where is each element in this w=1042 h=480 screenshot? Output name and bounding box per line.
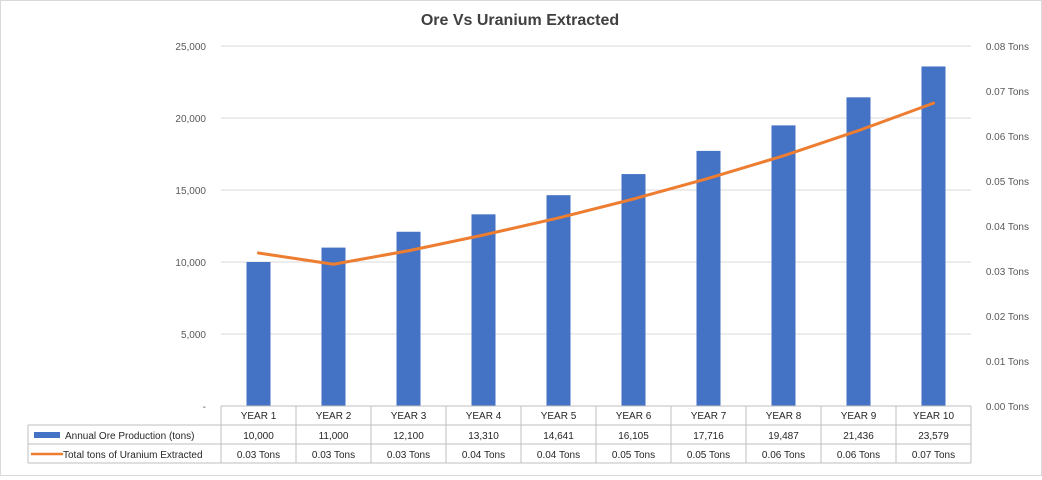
left-axis-tick-label: 20,000 xyxy=(175,114,206,125)
data-label: 0.04 Tons xyxy=(537,450,580,461)
data-label: 14,641 xyxy=(543,431,574,442)
left-axis-tick-label: 25,000 xyxy=(175,42,206,53)
right-axis-tick-label: 0.05 Tons xyxy=(986,177,1029,188)
bar xyxy=(321,247,346,406)
right-axis-tick-label: 0.07 Tons xyxy=(986,87,1029,98)
data-label: 0.03 Tons xyxy=(387,450,430,461)
line-point xyxy=(632,197,635,201)
bar xyxy=(246,262,271,406)
category-label: YEAR 6 xyxy=(616,411,652,422)
data-label: 19,487 xyxy=(768,431,799,442)
right-axis-tick-label: 0.06 Tons xyxy=(986,132,1029,143)
left-axis-tick-label: 15,000 xyxy=(175,186,206,197)
line-point xyxy=(782,154,785,158)
data-label: 0.05 Tons xyxy=(687,450,730,461)
data-label: 0.04 Tons xyxy=(462,450,505,461)
category-label: YEAR 4 xyxy=(466,411,502,422)
line-point xyxy=(932,101,935,105)
bar xyxy=(471,214,496,406)
data-label: 0.03 Tons xyxy=(312,450,355,461)
data-label: 21,436 xyxy=(843,431,874,442)
left-axis-tick-label: 10,000 xyxy=(175,258,206,269)
data-label: 10,000 xyxy=(243,431,274,442)
line-point xyxy=(332,262,335,266)
line-point xyxy=(857,129,860,133)
data-label: 0.06 Tons xyxy=(837,450,880,461)
legend-label: Total tons of Uranium Extracted xyxy=(63,450,203,461)
category-label: YEAR 1 xyxy=(241,411,277,422)
data-table: YEAR 1 YEAR 2 YEAR 3 YEAR 4 YEAR 5 YEAR 6 YEAR… xyxy=(27,405,972,464)
category-label: YEAR 9 xyxy=(841,411,877,422)
bar xyxy=(546,195,571,406)
right-axis-tick-label: 0.04 Tons xyxy=(986,222,1029,233)
legend-key-bar xyxy=(34,432,60,438)
line-point xyxy=(707,176,710,180)
right-axis-tick-label: 0.08 Tons xyxy=(986,42,1029,53)
left-axis-tick-label: 5,000 xyxy=(181,330,206,341)
bar xyxy=(621,174,646,406)
data-label: 0.06 Tons xyxy=(762,450,805,461)
category-label: YEAR 10 xyxy=(913,411,955,422)
legend-label: Annual Ore Production (tons) xyxy=(65,431,195,442)
line-path xyxy=(257,101,935,266)
data-label: 13,310 xyxy=(468,431,499,442)
category-label: YEAR 7 xyxy=(691,411,727,422)
bar xyxy=(771,125,796,406)
bar xyxy=(921,66,946,406)
line-series xyxy=(257,101,935,266)
right-axis-tick-label: 0.03 Tons xyxy=(986,267,1029,278)
category-label: YEAR 3 xyxy=(391,411,427,422)
bar xyxy=(696,150,721,406)
right-axis-ticks: 0.00 Tons 0.01 Tons 0.02 Tons 0.03 Tons 0.04… xyxy=(986,42,1029,413)
category-label: YEAR 5 xyxy=(541,411,577,422)
data-label: 0.07 Tons xyxy=(912,450,955,461)
category-label: YEAR 8 xyxy=(766,411,802,422)
data-label: 23,579 xyxy=(918,431,949,442)
data-label: 16,105 xyxy=(618,431,649,442)
line-point xyxy=(407,249,410,253)
data-label: 0.05 Tons xyxy=(612,450,655,461)
category-label: YEAR 2 xyxy=(316,411,352,422)
chart-title: Ore Vs Uranium Extracted xyxy=(421,12,619,29)
data-label: 0.03 Tons xyxy=(237,450,280,461)
bar xyxy=(846,97,871,407)
right-axis-tick-label: 0.00 Tons xyxy=(986,402,1029,413)
bar xyxy=(396,231,421,406)
right-axis-tick-label: 0.02 Tons xyxy=(986,312,1029,323)
left-axis-ticks: - 5,000 10,000 15,000 20,000 25,000 xyxy=(175,42,206,413)
bar-series xyxy=(246,66,946,407)
data-label: 12,100 xyxy=(393,431,424,442)
line-point xyxy=(257,251,260,255)
right-axis-tick-label: 0.01 Tons xyxy=(986,357,1029,368)
left-axis-tick-label: - xyxy=(203,402,206,413)
data-label: 17,716 xyxy=(693,431,724,442)
data-label: 11,000 xyxy=(319,431,349,442)
line-point xyxy=(482,233,485,237)
line-point xyxy=(557,216,560,220)
